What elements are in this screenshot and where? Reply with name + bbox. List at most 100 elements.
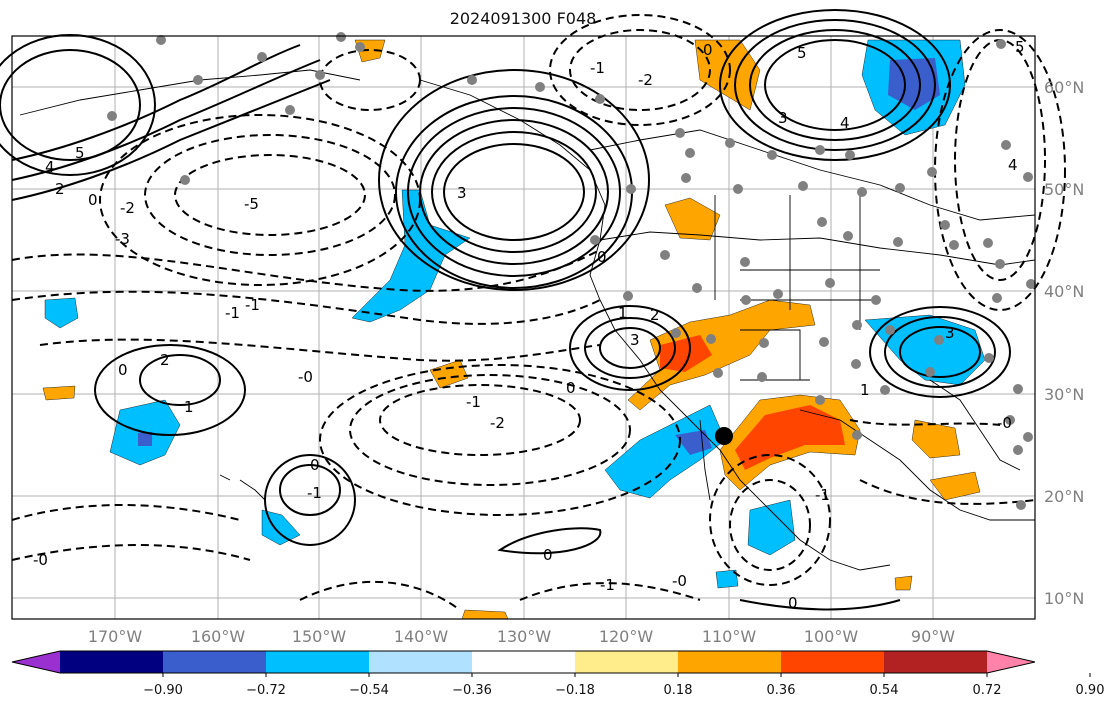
- colorbar-segment: [472, 651, 576, 673]
- contour-label: 2: [650, 306, 660, 324]
- colorbar-outline: [11, 650, 1036, 674]
- latitude-label: 50°N: [1044, 180, 1084, 199]
- colorbar-tick-label: −0.90: [143, 683, 183, 698]
- contour-label: -1: [307, 484, 322, 502]
- contour-label: -0: [997, 414, 1012, 432]
- positive-anomaly-area: [894, 575, 913, 591]
- contour-label: 4: [840, 114, 850, 132]
- contour-label: 2: [55, 180, 65, 198]
- contour-label: 0: [88, 191, 98, 209]
- colorbar: −0.90 −0.72 −0.54 −0.36 −0.18 0.18 0.36 0.54 0.7…: [11, 650, 1105, 698]
- colorbar-segment: [266, 651, 370, 673]
- colorbar-tick-label: −0.36: [452, 683, 492, 698]
- strong-positive-anomaly-area: [735, 405, 845, 470]
- contour-label: 3: [945, 324, 955, 342]
- contour-label: 4: [1008, 156, 1018, 174]
- contour-label: -2: [638, 71, 653, 89]
- strong-negative-anomaly-area: [138, 432, 152, 446]
- colorbar-segment: [781, 651, 885, 673]
- colorbar-segment: [163, 651, 267, 673]
- contour-label: -1: [815, 486, 830, 504]
- contour-label: -0: [672, 572, 687, 590]
- contour-label: -5: [244, 195, 259, 213]
- colorbar-tick-label: 0.90: [1076, 683, 1105, 698]
- latitude-label: 60°N: [1044, 78, 1084, 97]
- contour-label: 0: [566, 379, 576, 397]
- contour-label: 5: [1015, 38, 1025, 56]
- contour-label: -3: [115, 230, 130, 248]
- longitude-label: 140°W: [394, 627, 449, 646]
- longitude-label: 100°W: [804, 627, 859, 646]
- longitude-axis: 170°W 160°W 150°W 140°W 130°W 120°W 110°…: [88, 627, 955, 646]
- latitude-axis: 60°N 50°N 40°N 30°N 20°N 10°N: [1044, 78, 1084, 608]
- negative-anomaly-area: [44, 297, 79, 329]
- latitude-label: 30°N: [1044, 385, 1084, 404]
- longitude-label: 120°W: [599, 627, 654, 646]
- coastlines: [19, 69, 1036, 571]
- positive-anomaly-area: [929, 471, 981, 501]
- contour-label: 1: [618, 304, 628, 322]
- contour-label: 0: [597, 248, 607, 266]
- colorbar-tick-label: −0.18: [555, 683, 595, 698]
- contour-label: -1: [466, 393, 481, 411]
- contour-label: 3: [457, 184, 467, 202]
- longitude-label: 110°W: [702, 627, 757, 646]
- negative-anomaly-area: [351, 189, 471, 323]
- positive-anomaly-area: [429, 359, 469, 389]
- negative-anomaly-area: [747, 499, 796, 556]
- contour-label: 5: [75, 144, 85, 162]
- contour-label: -0: [298, 368, 313, 386]
- positive-anomaly-area: [911, 419, 961, 459]
- colorbar-tick-label: −0.72: [246, 683, 286, 698]
- solid-contours: [0, 9, 1011, 611]
- contour-label: 1: [184, 398, 194, 416]
- contour-label: -2: [490, 414, 505, 432]
- contour-label: 0: [788, 594, 798, 612]
- contour-label: 4: [45, 158, 55, 176]
- contour-label: 3: [630, 331, 640, 349]
- contour-label: 0: [118, 361, 128, 379]
- latitude-label: 10°N: [1044, 589, 1084, 608]
- colorbar-extend-low: [12, 651, 60, 673]
- map-frame: [11, 35, 1036, 620]
- colorbar-extend-high: [987, 651, 1035, 673]
- negative-anomaly-area: [604, 404, 726, 499]
- colorbar-segment: [369, 651, 473, 673]
- colorbar-tick-label: 0.54: [870, 683, 899, 698]
- contour-labels: 5 4 2 0 -1 -2 -3 -5 3 4 3 5 0 -1 -2 -1 2…: [33, 38, 1025, 612]
- colorbar-tick-label: 0.18: [664, 683, 693, 698]
- contour-label: -1: [600, 576, 615, 594]
- colorbar-segment: [884, 651, 988, 673]
- contour-label: -1: [225, 304, 240, 322]
- contour-label: -1: [245, 296, 260, 314]
- contour-label: -1: [590, 59, 605, 77]
- longitude-label: 90°W: [911, 627, 955, 646]
- shaded-anomalies: [42, 39, 986, 620]
- colorbar-segment: [678, 651, 782, 673]
- contour-label: 0: [703, 41, 713, 59]
- station-dots: [107, 32, 1036, 510]
- longitude-label: 160°W: [191, 627, 246, 646]
- contour-label: 0: [310, 456, 320, 474]
- contour-label: -2: [120, 199, 135, 217]
- longitude-label: 170°W: [88, 627, 143, 646]
- contour-label: 1: [860, 381, 870, 399]
- negative-anomaly-area: [715, 569, 739, 589]
- contour-label: 0: [543, 546, 553, 564]
- colorbar-tick-label: 0.36: [767, 683, 796, 698]
- latitude-label: 20°N: [1044, 487, 1084, 506]
- strong-positive-anomaly-area: [660, 335, 712, 372]
- longitude-label: 130°W: [497, 627, 552, 646]
- map-title: 2024091300 F048: [449, 9, 597, 28]
- colorbar-segment: [575, 651, 679, 673]
- dashed-contours: [11, 14, 1066, 611]
- colorbar-tick-label: −0.54: [349, 683, 389, 698]
- positive-anomaly-area: [42, 385, 76, 401]
- longitude-label: 150°W: [292, 627, 347, 646]
- contour-label: 5: [797, 44, 807, 62]
- contour-label: 2: [160, 351, 170, 369]
- colorbar-segment: [60, 651, 164, 673]
- contour-label: 3: [778, 109, 788, 127]
- colorbar-tick-label: 0.72: [973, 683, 1002, 698]
